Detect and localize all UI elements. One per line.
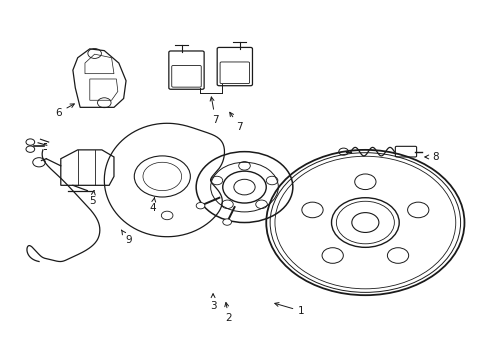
Text: 2: 2 bbox=[224, 302, 232, 323]
Circle shape bbox=[354, 174, 375, 190]
Text: 4: 4 bbox=[149, 198, 156, 213]
Circle shape bbox=[322, 248, 343, 263]
Text: 6: 6 bbox=[55, 104, 74, 118]
Circle shape bbox=[223, 219, 231, 225]
Text: 7: 7 bbox=[229, 112, 243, 132]
Text: 1: 1 bbox=[274, 303, 304, 316]
Circle shape bbox=[301, 202, 323, 218]
Text: 7: 7 bbox=[210, 97, 218, 125]
Circle shape bbox=[351, 213, 378, 233]
Circle shape bbox=[407, 202, 428, 218]
Text: 9: 9 bbox=[122, 230, 132, 245]
Text: 8: 8 bbox=[424, 152, 438, 162]
Text: 3: 3 bbox=[209, 294, 216, 311]
Circle shape bbox=[196, 203, 204, 209]
Text: 5: 5 bbox=[89, 190, 95, 206]
Circle shape bbox=[386, 248, 408, 263]
